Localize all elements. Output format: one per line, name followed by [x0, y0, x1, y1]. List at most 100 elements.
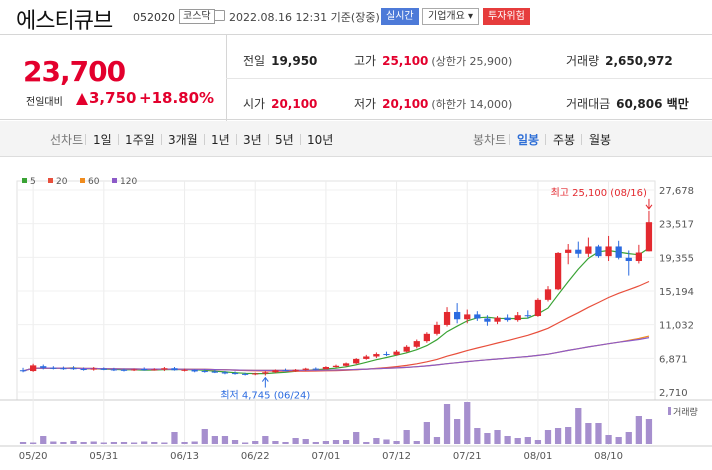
volume-bar: [19, 442, 27, 444]
volume-legend-swatch: [668, 407, 671, 415]
candle-body: [484, 318, 491, 322]
divider: [268, 134, 269, 145]
candle-body: [363, 356, 370, 359]
divider: [545, 134, 546, 145]
volume-bar: [171, 432, 178, 444]
candle-body: [90, 368, 97, 370]
volume-bar: [433, 437, 441, 444]
candle-body: [524, 315, 531, 317]
legend-swatch: [22, 178, 27, 183]
volume-bar: [191, 441, 198, 444]
ma-line-20: [22, 280, 650, 372]
tab-1d[interactable]: 1일: [93, 133, 112, 147]
candle-body: [433, 324, 441, 334]
candle-body: [454, 311, 461, 320]
volume-bar: [554, 428, 562, 444]
volume-bar: [90, 441, 97, 444]
candle-body: [70, 368, 77, 370]
candle-body: [181, 369, 188, 371]
candle-body: [201, 371, 208, 373]
volume-bar: [30, 442, 37, 444]
candle-body: [544, 289, 552, 300]
candle-body: [625, 257, 632, 262]
legend-label: 60: [88, 177, 100, 187]
volume-bar: [423, 422, 430, 444]
volume-bar: [130, 442, 138, 444]
candle-body: [80, 369, 87, 371]
candle-body: [161, 368, 168, 370]
volume-bar: [221, 436, 229, 444]
tab-1w[interactable]: 1주일: [125, 133, 155, 147]
volume-bar: [454, 419, 461, 444]
volume-bar: [524, 437, 531, 444]
divider: [509, 134, 510, 145]
market-badge: 코스닥: [179, 9, 215, 24]
volume-bar: [242, 442, 249, 444]
candle-body: [60, 368, 67, 370]
change-label: 전일대비: [26, 97, 63, 108]
ma-line-120: [22, 337, 650, 372]
volume-bar: [494, 430, 501, 444]
candle-body: [494, 317, 501, 322]
candle-chart-label[interactable]: 봉차트: [473, 133, 507, 147]
up-triangle-icon: [76, 93, 88, 105]
realtime-button[interactable]: 실시간: [381, 8, 419, 25]
legend-swatch: [112, 178, 117, 183]
tab-weekly[interactable]: 주봉: [553, 133, 576, 147]
volume-legend-label: 거래량: [673, 406, 698, 418]
volume-bar: [615, 437, 622, 444]
candle-body: [423, 333, 430, 342]
candlesticks: [19, 210, 653, 376]
quote-panel: 23,700 전일대비 3,750 +18.80% 전일 19,950 고가 25,…: [0, 34, 712, 121]
volume-bar: [322, 441, 330, 444]
volume-bar: [464, 402, 471, 444]
divider: [236, 134, 237, 145]
candle-body: [282, 370, 289, 372]
candle-body: [413, 341, 420, 347]
candle-body: [120, 369, 128, 371]
x-tick-label: 07/12: [382, 451, 411, 462]
volume-bar: [595, 423, 602, 444]
candle-body: [595, 246, 602, 257]
tab-3m[interactable]: 3개월: [168, 133, 198, 147]
candle-body: [443, 311, 451, 325]
candle-body: [534, 299, 542, 317]
x-tick-label: 06/13: [170, 451, 199, 462]
tab-5y[interactable]: 5년: [275, 133, 294, 147]
volume-bar: [70, 441, 77, 444]
tab-3y[interactable]: 3년: [243, 133, 262, 147]
candle-body: [312, 368, 319, 370]
candle-body: [322, 367, 330, 370]
candle-body: [615, 246, 622, 258]
divider: [226, 78, 712, 79]
tab-1y[interactable]: 1년: [211, 133, 230, 147]
volume-bar: [605, 435, 612, 444]
volume-bar: [272, 441, 279, 444]
volume-bar: [484, 433, 491, 444]
candle-body: [645, 222, 653, 252]
candle-body: [130, 369, 138, 371]
divider: [161, 134, 162, 145]
y-tick-label: 23,517: [659, 220, 694, 231]
candle-body: [585, 246, 592, 254]
tab-10y[interactable]: 10년: [307, 133, 334, 147]
candle-body: [171, 368, 178, 371]
candle-body: [40, 366, 47, 368]
y-tick-label: 6,871: [659, 354, 688, 365]
volume-bar: [302, 439, 309, 444]
candle-body: [332, 365, 340, 368]
legend-label: 120: [120, 177, 137, 187]
volume-bar: [363, 442, 370, 444]
tab-monthly[interactable]: 월봉: [589, 133, 612, 147]
volume-bar: [40, 436, 47, 444]
volume-bar: [635, 416, 642, 444]
candle-body: [504, 317, 511, 321]
company-overview-dropdown[interactable]: 기업개요 ▾: [422, 8, 479, 25]
volume-bar: [161, 442, 168, 444]
legend-label: 20: [56, 177, 68, 187]
volume-bar: [504, 436, 511, 444]
tab-daily[interactable]: 일봉: [517, 133, 540, 147]
candle-body: [100, 368, 107, 370]
divider: [118, 134, 119, 145]
line-chart-label[interactable]: 선차트: [50, 133, 84, 147]
